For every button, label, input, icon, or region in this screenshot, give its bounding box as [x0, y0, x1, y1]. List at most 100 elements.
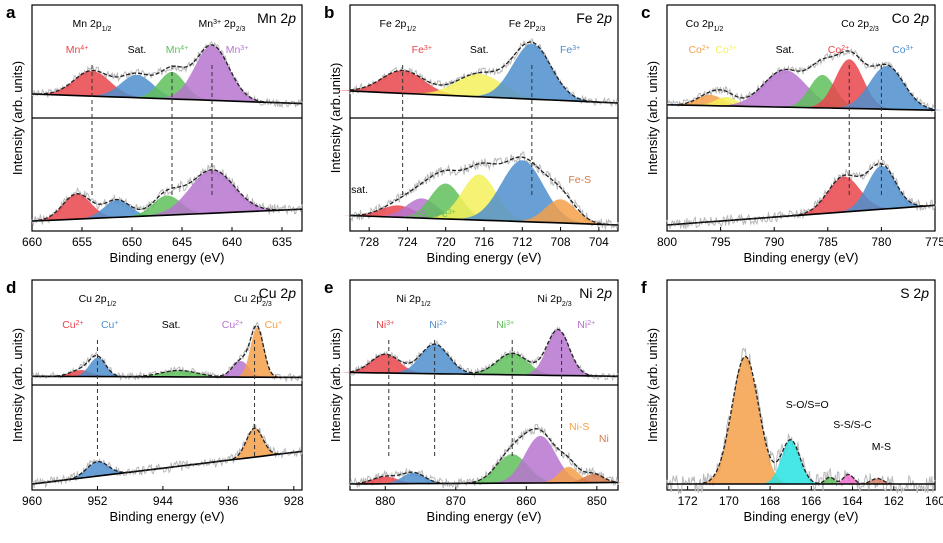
peak-annotation: Ni 2p2/3 — [537, 293, 571, 308]
x-axis-label: Binding energy (eV) — [427, 509, 542, 524]
x-tick-label: 780 — [871, 235, 891, 249]
fit-envelope — [32, 44, 303, 105]
x-tick-label: 162 — [884, 494, 904, 508]
panel-title: Fe 2p — [576, 10, 612, 26]
fit-envelope — [666, 162, 936, 226]
x-tick-label: 728 — [359, 235, 379, 249]
x-tick-label: 650 — [122, 235, 142, 249]
peak-annotation: Sat. — [162, 319, 181, 331]
x-tick-label: 660 — [22, 235, 42, 249]
series-upper — [340, 325, 619, 382]
peak-annotation: Ni 2p1/2 — [396, 293, 430, 308]
series-upper — [666, 47, 942, 113]
peak-annotation: Mn4+ — [66, 44, 89, 56]
x-tick-label: 704 — [589, 235, 609, 249]
x-tick-label: 170 — [719, 494, 739, 508]
x-tick-label: 655 — [72, 235, 92, 249]
peak-annotation: Co3+ — [892, 44, 913, 56]
x-tick-label: 775 — [925, 235, 943, 249]
panel-letter: c — [641, 3, 650, 22]
background-line — [349, 371, 619, 378]
panel-letter: a — [6, 3, 16, 22]
x-tick-label: 712 — [512, 235, 532, 249]
x-axis-label: Binding energy (eV) — [427, 250, 542, 265]
peak-annotation: Sat. — [128, 44, 147, 56]
x-tick-label: 160 — [925, 494, 943, 508]
peak-annotation: S-S/S-C — [833, 419, 872, 431]
x-tick-label: 928 — [284, 494, 304, 508]
background-line — [31, 93, 303, 105]
panel-letter: f — [641, 278, 647, 297]
fitted-peak-purple — [521, 329, 595, 376]
y-axis-label: Intensity (arb. units) — [10, 328, 25, 442]
panels-layer: a Mn 2p 660 655 650 645 640 635 Binding energy (… — [6, 3, 943, 524]
x-tick-label: 944 — [153, 494, 173, 508]
y-axis-label: Intensity (arb. units) — [645, 61, 660, 175]
peak-annotation: Co3+ — [715, 44, 736, 56]
fit-envelope — [350, 156, 619, 226]
fit-envelope — [32, 324, 302, 379]
fit-envelope — [31, 169, 303, 222]
raw-spectrum — [349, 38, 619, 108]
fit-envelope — [667, 355, 935, 485]
species-annotation: Fe3+ — [436, 208, 456, 220]
fitted-peak-blue — [389, 344, 480, 375]
panel-a: a Mn 2p 660 655 650 645 640 635 Binding energy (… — [6, 3, 303, 265]
panel-title: Cu 2p — [259, 285, 297, 301]
fitted-peak-red — [335, 70, 470, 97]
background-line — [349, 90, 619, 104]
panel-title: Mn 2p — [257, 10, 296, 26]
peak-annotation: Cu2+ — [62, 319, 83, 331]
x-tick-label: 860 — [516, 494, 536, 508]
x-tick-label: 166 — [801, 494, 821, 508]
y-axis-label: Intensity (arb. units) — [328, 328, 343, 442]
peak-annotation: Ni3+ — [376, 319, 394, 331]
background-line — [349, 214, 619, 226]
peak-annotation: Co2+ — [688, 44, 709, 56]
panel-d: d Cu 2p 960 952 944 936 928 Binding energy (eV)… — [6, 278, 304, 524]
x-axis-label: Binding energy (eV) — [110, 509, 225, 524]
peak-annotation: Cu+ — [265, 319, 283, 331]
x-tick-label: 164 — [843, 494, 863, 508]
x-axis-label: Binding energy (eV) — [744, 509, 859, 524]
panel-title: Ni 2p — [579, 285, 612, 301]
background-line — [666, 104, 936, 111]
series-lower — [666, 159, 936, 230]
peak-annotation: Fe 2p2/3 — [509, 18, 546, 33]
panel-f: f S 2p 172 170 168 166 164 162 160 Binding energy… — [641, 278, 943, 524]
panel-title: S 2p — [900, 285, 929, 301]
x-tick-label: 720 — [436, 235, 456, 249]
peak-annotation: Ni2+ — [429, 319, 447, 331]
peak-annotation: Mn4+ — [166, 44, 189, 56]
series-lower — [31, 423, 303, 489]
series-lower — [344, 423, 625, 489]
background-line — [31, 375, 303, 379]
x-axis-label: Binding energy (eV) — [744, 250, 859, 265]
x-tick-label: 172 — [678, 494, 698, 508]
x-tick-label: 880 — [375, 494, 395, 508]
fitted-peak-blue — [831, 66, 942, 111]
fit-envelope — [31, 427, 303, 485]
panel-letter: d — [6, 278, 16, 297]
peak-annotation: S-O/S=O — [786, 399, 829, 411]
y-axis-label: Intensity (arb. units) — [10, 61, 25, 175]
x-tick-label: 800 — [657, 235, 677, 249]
y-axis-label: Intensity (arb. units) — [645, 328, 660, 442]
peak-annotation: Cu+ — [101, 319, 119, 331]
fitted-peak-orange — [511, 199, 610, 225]
background-line — [349, 481, 619, 485]
panel-b: b Fe 2p 728 724 720 716 712 708 704 Binding energ… — [324, 3, 619, 265]
panel-title: Co 2p — [892, 10, 930, 26]
x-tick-label: 952 — [87, 494, 107, 508]
x-tick-label: 708 — [551, 235, 571, 249]
fit-envelope — [667, 50, 936, 111]
peak-annotation: Fe3+ — [412, 44, 432, 56]
peak-annotation: Cu 2p2/3 — [234, 293, 272, 308]
peak-annotation: Cu2+ — [222, 319, 243, 331]
fit-envelope — [349, 41, 619, 104]
series-upper — [31, 322, 303, 383]
x-tick-label: 790 — [764, 235, 784, 249]
x-tick-label: 870 — [446, 494, 466, 508]
background-line — [31, 450, 303, 485]
